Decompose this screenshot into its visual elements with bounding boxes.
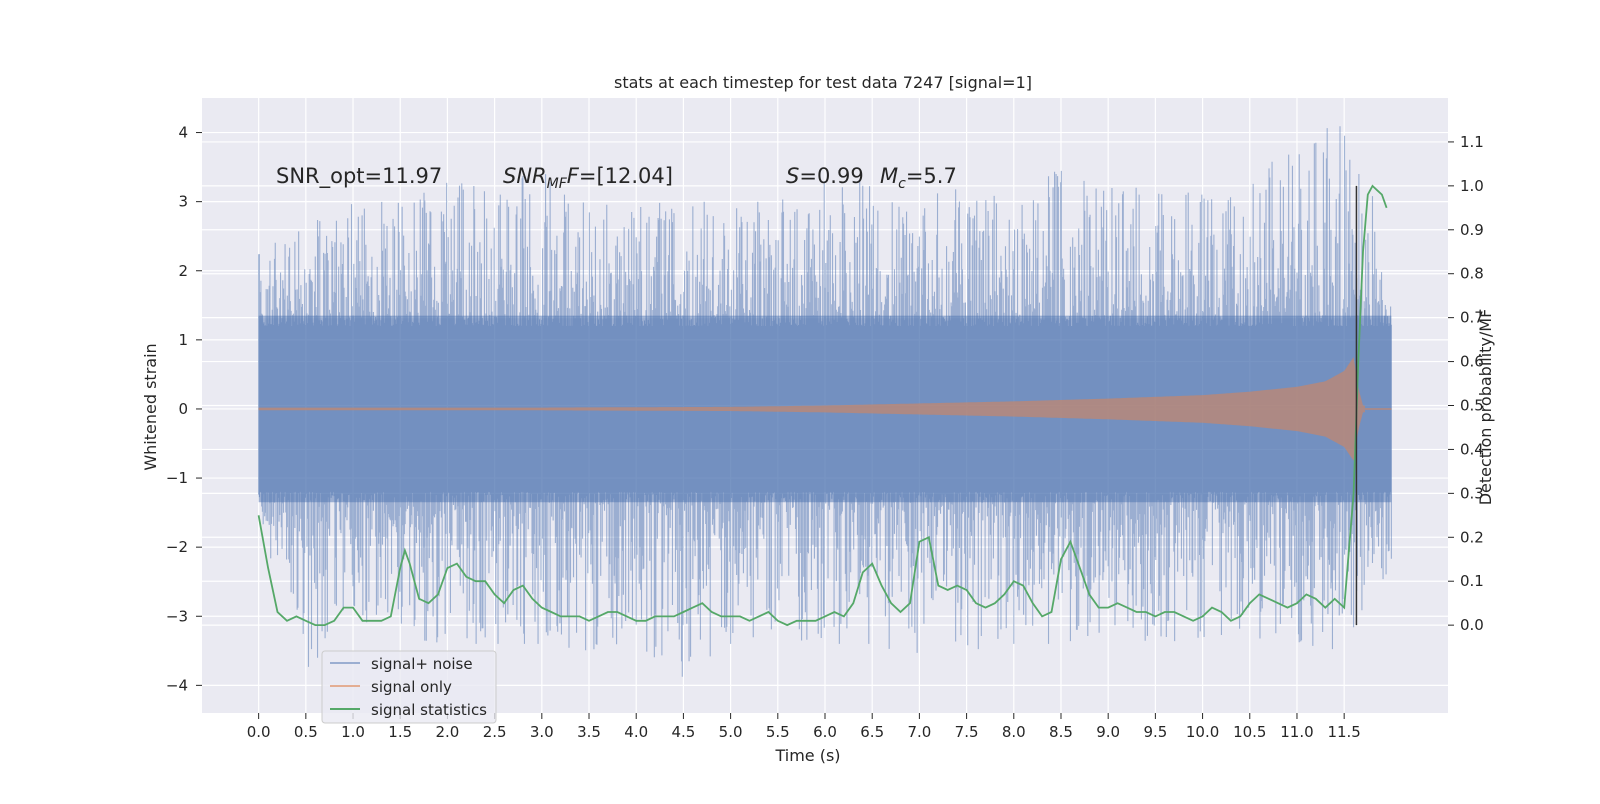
annotation-s-symbol: S: [786, 164, 799, 188]
annotation-snr-mf-f: F: [567, 164, 580, 188]
y-right-tick-label: 0.0: [1460, 616, 1484, 634]
x-tick-label: 10.5: [1233, 723, 1266, 741]
signal-only-series: [258, 357, 1392, 461]
legend: signal+ noise signal only signal statist…: [321, 650, 497, 724]
y-left-tick-label: 4: [178, 124, 188, 142]
signal-statistics-series: [257, 184, 1388, 627]
x-tick-label: 6.5: [860, 723, 884, 741]
y-left-tick-label: −4: [166, 676, 188, 694]
annotation-mc-value: =5.7: [906, 164, 957, 188]
annotation-s-value: =0.99: [799, 164, 863, 188]
y-axis-left-label: Whitened strain: [141, 343, 160, 470]
y-right-tick-label: 0.8: [1460, 265, 1484, 283]
annotation-snr-mf-subscript: MF: [547, 176, 568, 192]
x-tick-label: 10.0: [1186, 723, 1219, 741]
annotation-mc-subscript: c: [898, 176, 906, 192]
x-tick-label: 3.5: [577, 723, 601, 741]
y-left-tick-label: −2: [166, 538, 188, 556]
x-axis-label: Time (s): [774, 746, 840, 765]
legend-box: [321, 650, 497, 724]
annotation-snr-mf-symbol: SNR: [503, 164, 547, 188]
legend-label-signal-only: signal only: [371, 678, 452, 696]
legend-label-signal-statistics: signal statistics: [371, 701, 487, 719]
y-right-tick-label: 0.9: [1460, 221, 1484, 239]
y-left-tick-label: 1: [178, 331, 188, 349]
y-right-tick-label: 0.4: [1460, 440, 1484, 458]
x-tick-label: 8.0: [1002, 723, 1026, 741]
x-tick-label: 0.0: [247, 723, 271, 741]
annotation-snr-mf-value: =[12.04]: [579, 164, 673, 188]
chart-title: stats at each timestep for test data 724…: [614, 73, 1032, 92]
x-tick-label: 2.0: [435, 723, 459, 741]
x-tick-label: 4.0: [624, 723, 648, 741]
y-right-tick-label: 0.3: [1460, 484, 1484, 502]
x-tick-label: 1.0: [341, 723, 365, 741]
y-left-tick-label: −3: [166, 607, 188, 625]
annotation-mc: Mc=5.7: [880, 164, 957, 192]
x-tick-label: 6.0: [813, 723, 837, 741]
y-left-tick-label: 0: [178, 400, 188, 418]
x-tick-label: 9.5: [1143, 723, 1167, 741]
x-tick-label: 2.5: [483, 723, 507, 741]
y-axis-right-ticks: 0.0 0.1 0.2 0.3 0.4 0.5 0.6 0.7 0.8 0.9 1.0 1.1: [1448, 133, 1484, 634]
y-right-tick-label: 1.1: [1460, 133, 1484, 151]
y-right-tick-label: 0.2: [1460, 528, 1484, 546]
y-left-tick-label: −1: [166, 469, 188, 487]
y-axis-left-ticks: −4 −3 −2 −1 0 1 2 3 4: [166, 124, 202, 694]
x-tick-label: 11.5: [1327, 723, 1360, 741]
signal-only-trace: [258, 357, 1365, 461]
x-tick-label: 4.5: [671, 723, 695, 741]
annotation-mc-symbol: M: [880, 164, 898, 188]
x-tick-label: 5.5: [766, 723, 790, 741]
legend-label-signal-noise: signal+ noise: [371, 655, 473, 673]
annotation-s: S=0.99: [786, 164, 864, 188]
y-axis-right-label: Detection probability/MF: [1476, 309, 1495, 506]
annotation-snr-mf: SNRMFF=[12.04]: [503, 164, 673, 192]
x-tick-label: 7.5: [955, 723, 979, 741]
x-tick-label: 5.0: [719, 723, 743, 741]
x-tick-label: 8.5: [1049, 723, 1073, 741]
x-tick-label: 11.0: [1280, 723, 1313, 741]
y-right-tick-label: 0.6: [1460, 353, 1484, 371]
y-right-tick-label: 0.7: [1460, 309, 1484, 327]
y-right-tick-label: 0.5: [1460, 397, 1484, 415]
x-tick-label: 7.0: [907, 723, 931, 741]
x-tick-label: 3.0: [530, 723, 554, 741]
y-right-tick-label: 0.1: [1460, 572, 1484, 590]
y-left-tick-label: 3: [178, 193, 188, 211]
y-right-tick-label: 1.0: [1460, 177, 1484, 195]
x-tick-label: 1.5: [388, 723, 412, 741]
x-axis-ticks: 0.0 0.5 1.0 1.5 2.0 2.5 3.0 3.5 4.0 4.5 5.0 5.5 6.0 6…: [247, 713, 1361, 741]
x-tick-label: 9.0: [1096, 723, 1120, 741]
x-tick-label: 0.5: [294, 723, 318, 741]
y-left-tick-label: 2: [178, 262, 188, 280]
annotation-snr-opt: SNR_opt=11.97: [276, 164, 442, 189]
signal-statistics-line: [257, 184, 1388, 627]
